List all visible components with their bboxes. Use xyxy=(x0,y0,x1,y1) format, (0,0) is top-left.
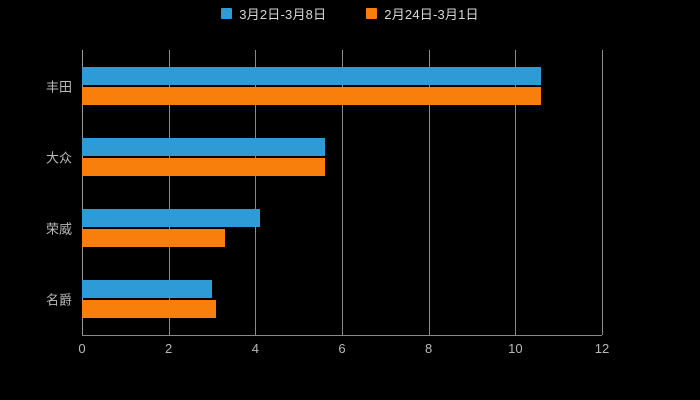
plot-area xyxy=(82,50,603,336)
gridline xyxy=(428,50,430,335)
category-axis-labels: 丰田 大众 荣威 名爵 xyxy=(0,50,82,335)
bar xyxy=(82,300,217,319)
x-tick-label: 10 xyxy=(508,341,523,356)
bar xyxy=(82,209,260,228)
gridline xyxy=(342,50,343,335)
x-axis-tick-labels: 0 2 4 6 8 10 12 xyxy=(78,335,609,365)
x-tick-label: 4 xyxy=(251,341,259,356)
legend-entry[interactable]: 3月2日-3月8日 xyxy=(221,4,326,23)
gridline xyxy=(255,50,257,335)
category-label: 荣威 xyxy=(45,221,72,237)
bar xyxy=(82,280,212,299)
gridline xyxy=(602,50,603,335)
legend-swatch-icon xyxy=(221,8,233,19)
x-tick-label: 2 xyxy=(165,341,173,356)
category-label: 丰田 xyxy=(45,79,72,95)
y-axis-line xyxy=(82,50,83,335)
legend-swatch-icon xyxy=(366,8,378,19)
x-tick-label: 6 xyxy=(338,341,346,356)
x-tick-label: 12 xyxy=(594,341,610,356)
category-label: 大众 xyxy=(45,150,72,166)
legend-entry[interactable]: 2月24日-3月1日 xyxy=(366,4,479,23)
bar xyxy=(82,229,225,248)
category-label: 名爵 xyxy=(45,292,72,308)
gridline xyxy=(168,50,170,335)
legend-label: 3月2日-3月8日 xyxy=(239,7,327,22)
bar xyxy=(82,157,325,176)
legend-label: 2月24日-3月1日 xyxy=(384,7,479,22)
bar xyxy=(82,66,542,85)
bar xyxy=(82,137,325,156)
x-tick-label: 8 xyxy=(425,341,433,356)
x-axis-line xyxy=(82,335,602,336)
bar xyxy=(82,86,542,105)
chart-legend: 3月2日-3月8日 2月24日-3月1日 xyxy=(0,4,700,23)
x-tick-label: 0 xyxy=(78,341,86,356)
gridline xyxy=(515,50,517,335)
